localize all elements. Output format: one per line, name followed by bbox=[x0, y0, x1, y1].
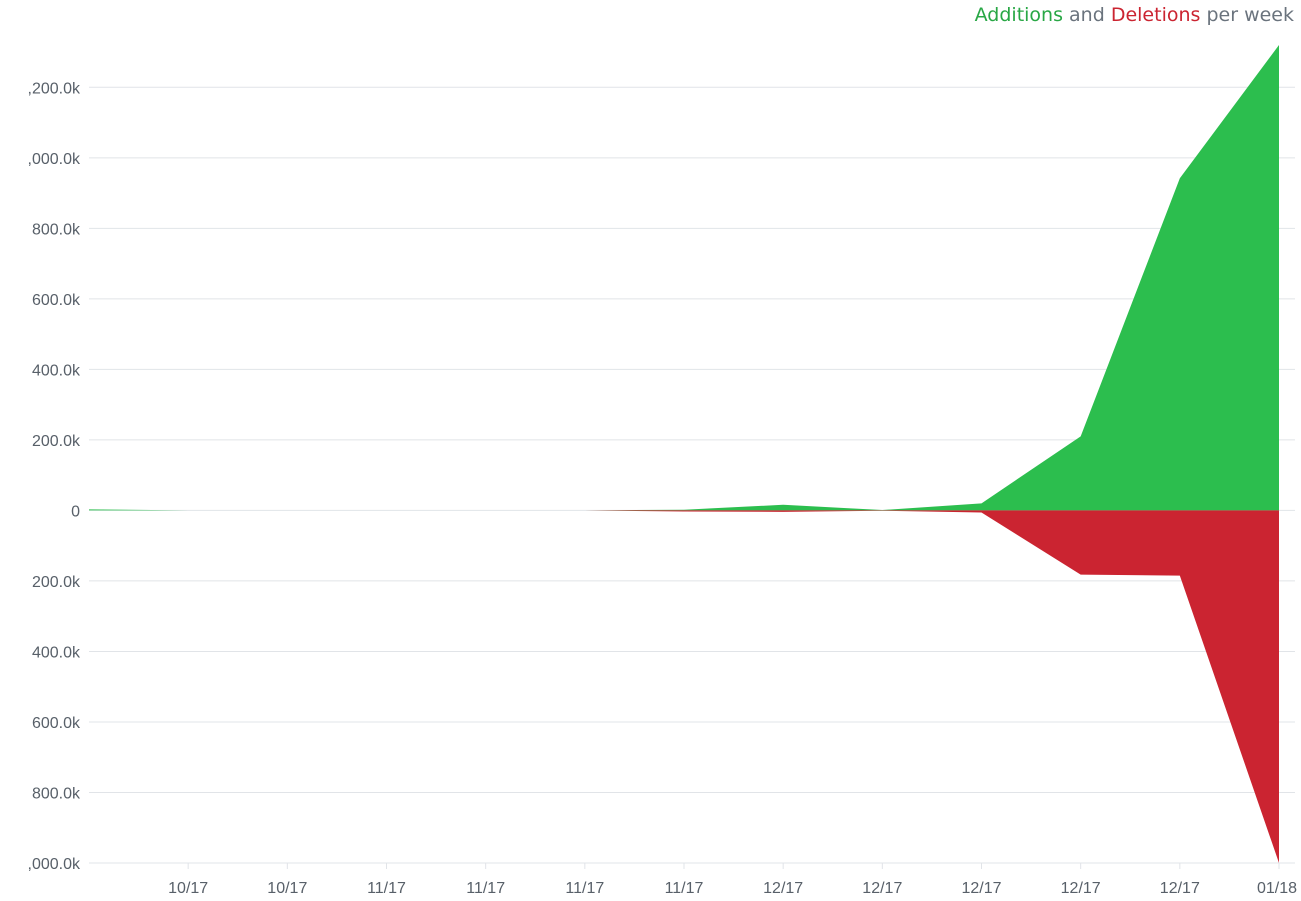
chart-legend: Additions and Deletions per week bbox=[975, 4, 1294, 26]
y-tick-label: ,200.0k bbox=[28, 80, 81, 97]
y-tick-label: ,000.0k bbox=[28, 151, 81, 168]
x-tick-label: 12/17 bbox=[1061, 880, 1101, 897]
x-tick-label: 12/17 bbox=[862, 880, 902, 897]
area-layer bbox=[89, 45, 1279, 863]
legend-deletions: Deletions bbox=[1110, 4, 1201, 26]
y-tick-label: 200.0k bbox=[32, 574, 81, 591]
y-tick-label: 800.0k bbox=[32, 785, 81, 802]
x-tick-label: 12/17 bbox=[763, 880, 803, 897]
x-tick-label: 10/17 bbox=[168, 880, 208, 897]
x-tick-label: 11/17 bbox=[665, 880, 704, 897]
additions-area bbox=[89, 45, 1279, 511]
axis-layer: ,200.0k ,000.0k 800.0k 600.0k 400.0k 200.0k 0 2… bbox=[28, 80, 1298, 897]
x-tick-label: 11/17 bbox=[565, 880, 604, 897]
x-tick-label: 01/18 bbox=[1257, 880, 1297, 897]
y-tick-label: 600.0k bbox=[32, 715, 81, 732]
x-tick-label: 10/17 bbox=[267, 880, 307, 897]
y-tick-label: 400.0k bbox=[32, 362, 81, 379]
y-tick-label: 800.0k bbox=[32, 221, 81, 238]
y-tick-label: 400.0k bbox=[32, 644, 81, 661]
y-tick-label: 0 bbox=[71, 503, 80, 520]
x-tick-label: 11/17 bbox=[367, 880, 406, 897]
y-tick-label: 200.0k bbox=[32, 433, 81, 450]
y-tick-label: 600.0k bbox=[32, 292, 81, 309]
x-tick-label: 11/17 bbox=[466, 880, 505, 897]
x-tick-label: 12/17 bbox=[961, 880, 1001, 897]
legend-additions: Additions bbox=[974, 4, 1063, 26]
legend-suffix: per week bbox=[1206, 4, 1294, 26]
y-tick-label: ,000.0k bbox=[28, 856, 81, 873]
x-tick-label: 12/17 bbox=[1160, 880, 1200, 897]
legend-and: and bbox=[1069, 4, 1105, 26]
deletions-area bbox=[89, 510, 1279, 863]
